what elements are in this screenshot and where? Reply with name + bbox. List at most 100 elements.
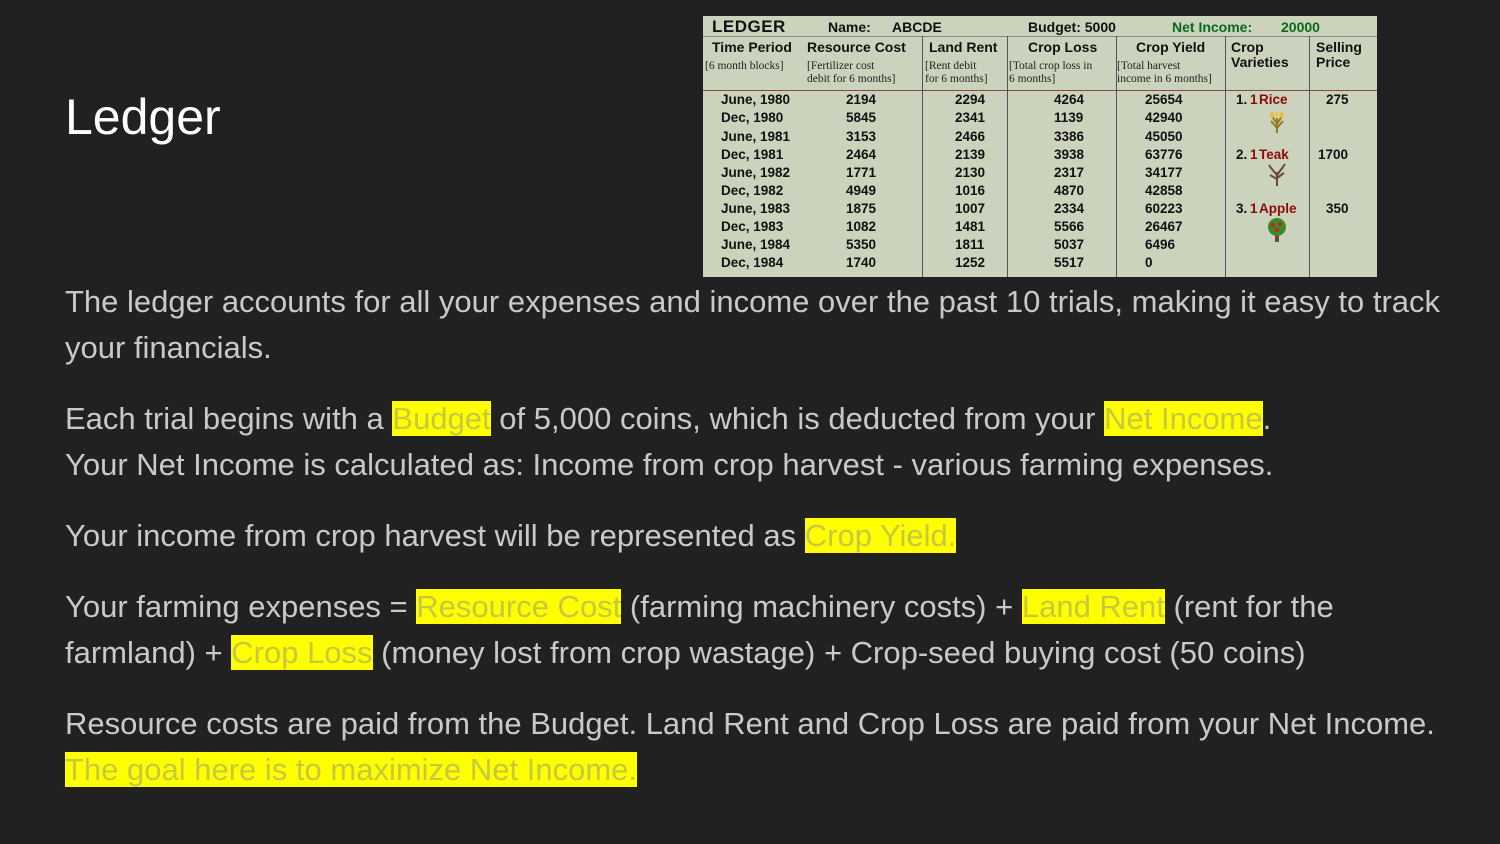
column-divider — [1007, 36, 1008, 277]
col-sub-line: income in 6 months] — [1117, 73, 1212, 85]
paragraph-budget: Each trial begins with a Budget of 5,000… — [65, 396, 1445, 488]
ledger-topbar: LEDGER Name: ABCDE Budget: 5000 Net Inco… — [703, 16, 1377, 37]
column-divider — [1116, 36, 1117, 277]
cell-land-rent: 1481 — [955, 219, 986, 234]
column-divider — [1225, 36, 1226, 277]
cell-land-rent: 1007 — [955, 201, 986, 216]
col-sub-line: 6 months] — [1009, 73, 1056, 85]
crop-count: 1 — [1250, 201, 1258, 216]
cell-resource-cost: 3153 — [846, 129, 877, 144]
cell-period: June, 1981 — [721, 129, 791, 144]
slide-title: Ledger — [65, 89, 221, 145]
teak-tree-icon — [1268, 163, 1286, 186]
crop-number: 1. — [1236, 92, 1248, 107]
cell-crop-loss: 3386 — [1054, 129, 1085, 144]
highlight-budget: Budget — [392, 401, 491, 436]
ledger-name-value: ABCDE — [892, 19, 942, 35]
cell-period: Dec, 1981 — [721, 147, 784, 162]
column-divider — [1309, 36, 1310, 277]
col-header-land-rent: Land Rent — [929, 39, 998, 55]
cell-crop-yield: 26467 — [1145, 219, 1183, 234]
cell-resource-cost: 4949 — [846, 183, 877, 198]
col-header-crop-varieties: Crop Varieties — [1231, 39, 1289, 70]
highlight-land-rent: Land Rent — [1021, 589, 1165, 624]
highlight-goal: The goal here is to maximize Net Income. — [65, 752, 638, 787]
cell-crop-yield: 42858 — [1145, 183, 1183, 198]
cell-crop-loss: 3938 — [1054, 147, 1085, 162]
col-sub-line: for 6 months] — [925, 73, 988, 85]
crop-selling-price: 275 — [1326, 92, 1349, 107]
apple-tree-icon — [1268, 218, 1286, 242]
cell-period: Dec, 1984 — [721, 255, 784, 270]
col-sub-line: [Rent debit — [925, 60, 977, 72]
col-sub-line: [Total crop loss in — [1009, 60, 1093, 72]
col-sub-time-period: [6 month blocks] — [705, 60, 784, 73]
crop-count: 1 — [1250, 92, 1258, 107]
cell-crop-loss: 5517 — [1054, 255, 1085, 270]
cell-period: June, 1983 — [721, 201, 791, 216]
cell-crop-yield: 34177 — [1145, 165, 1183, 180]
paragraph-goal: Resource costs are paid from the Budget.… — [65, 701, 1445, 793]
col-header-selling-price: Selling Price — [1316, 39, 1362, 70]
cell-resource-cost: 1740 — [846, 255, 877, 270]
ledger-net-income-value: 20000 — [1281, 19, 1320, 35]
cell-land-rent: 2139 — [955, 147, 986, 162]
cell-period: Dec, 1980 — [721, 110, 784, 125]
cell-land-rent: 1016 — [955, 183, 986, 198]
text: Your income from crop harvest will be re… — [65, 518, 805, 553]
col-header-crop-loss: Crop Loss — [1028, 39, 1098, 55]
col-header-crop-yield: Crop Yield — [1136, 39, 1206, 55]
cell-land-rent: 1811 — [955, 237, 985, 252]
cell-period: June, 1984 — [721, 237, 791, 252]
cell-crop-yield: 0 — [1145, 255, 1153, 270]
cell-crop-yield: 63776 — [1145, 147, 1183, 162]
cell-resource-cost: 2464 — [846, 147, 877, 162]
crop-selling-price: 1700 — [1318, 147, 1349, 162]
col-sub-line: [Fertilizer cost — [807, 60, 875, 72]
cell-land-rent: 1252 — [955, 255, 986, 270]
cell-resource-cost: 5350 — [846, 237, 877, 252]
col-header-resource-cost: Resource Cost — [807, 39, 906, 55]
cell-crop-loss: 1139 — [1054, 110, 1084, 125]
ledger-net-income-label: Net Income: — [1172, 19, 1253, 35]
cell-crop-loss: 2334 — [1054, 201, 1085, 216]
paragraph-crop-yield: Your income from crop harvest will be re… — [65, 513, 1445, 559]
cell-land-rent: 2130 — [955, 165, 986, 180]
cell-crop-yield: 45050 — [1145, 129, 1183, 144]
cell-crop-loss: 4870 — [1054, 183, 1085, 198]
crop-name: Apple — [1259, 201, 1297, 216]
text: Your Net Income is calculated as: Income… — [65, 447, 1274, 482]
cell-resource-cost: 1082 — [846, 219, 877, 234]
cell-crop-yield: 60223 — [1145, 201, 1183, 216]
crop-count: 1 — [1250, 147, 1258, 162]
cell-crop-loss: 5566 — [1054, 219, 1085, 234]
cell-crop-yield: 25654 — [1145, 92, 1183, 107]
cell-period: Dec, 1982 — [721, 183, 784, 198]
text: Resource costs are paid from the Budget.… — [65, 706, 1435, 741]
rice-icon — [1270, 111, 1284, 133]
crop-name: Rice — [1259, 92, 1288, 107]
cell-resource-cost: 2194 — [846, 92, 877, 107]
crop-name: Teak — [1259, 147, 1289, 162]
text: Each trial begins with a — [65, 401, 393, 436]
col-sub-resource-cost: [Fertilizer cost debit for 6 months] — [807, 60, 895, 86]
cell-land-rent: 2294 — [955, 92, 986, 107]
cell-resource-cost: 1875 — [846, 201, 877, 216]
ledger-budget: Budget: 5000 — [1028, 19, 1116, 35]
cell-period: June, 1982 — [721, 165, 791, 180]
cell-crop-yield: 42940 — [1145, 110, 1183, 125]
slide-body: The ledger accounts for all your expense… — [65, 279, 1445, 818]
column-divider — [922, 36, 923, 277]
col-sub-line: [6 month blocks] — [705, 60, 784, 72]
ledger-screenshot: LEDGER Name: ABCDE Budget: 5000 Net Inco… — [703, 16, 1377, 277]
crop-selling-price: 350 — [1326, 201, 1349, 216]
col-sub-crop-loss: [Total crop loss in 6 months] — [1009, 60, 1092, 86]
cell-crop-loss: 5037 — [1054, 237, 1085, 252]
col-sub-line: debit for 6 months] — [807, 73, 896, 85]
cell-crop-loss: 4264 — [1054, 92, 1085, 107]
ledger-name-label: Name: — [828, 19, 871, 35]
text: The ledger accounts for all your expense… — [65, 284, 1441, 365]
cell-land-rent: 2466 — [955, 129, 986, 144]
cell-resource-cost: 5845 — [846, 110, 877, 125]
paragraph-ledger-intro: The ledger accounts for all your expense… — [65, 279, 1445, 371]
